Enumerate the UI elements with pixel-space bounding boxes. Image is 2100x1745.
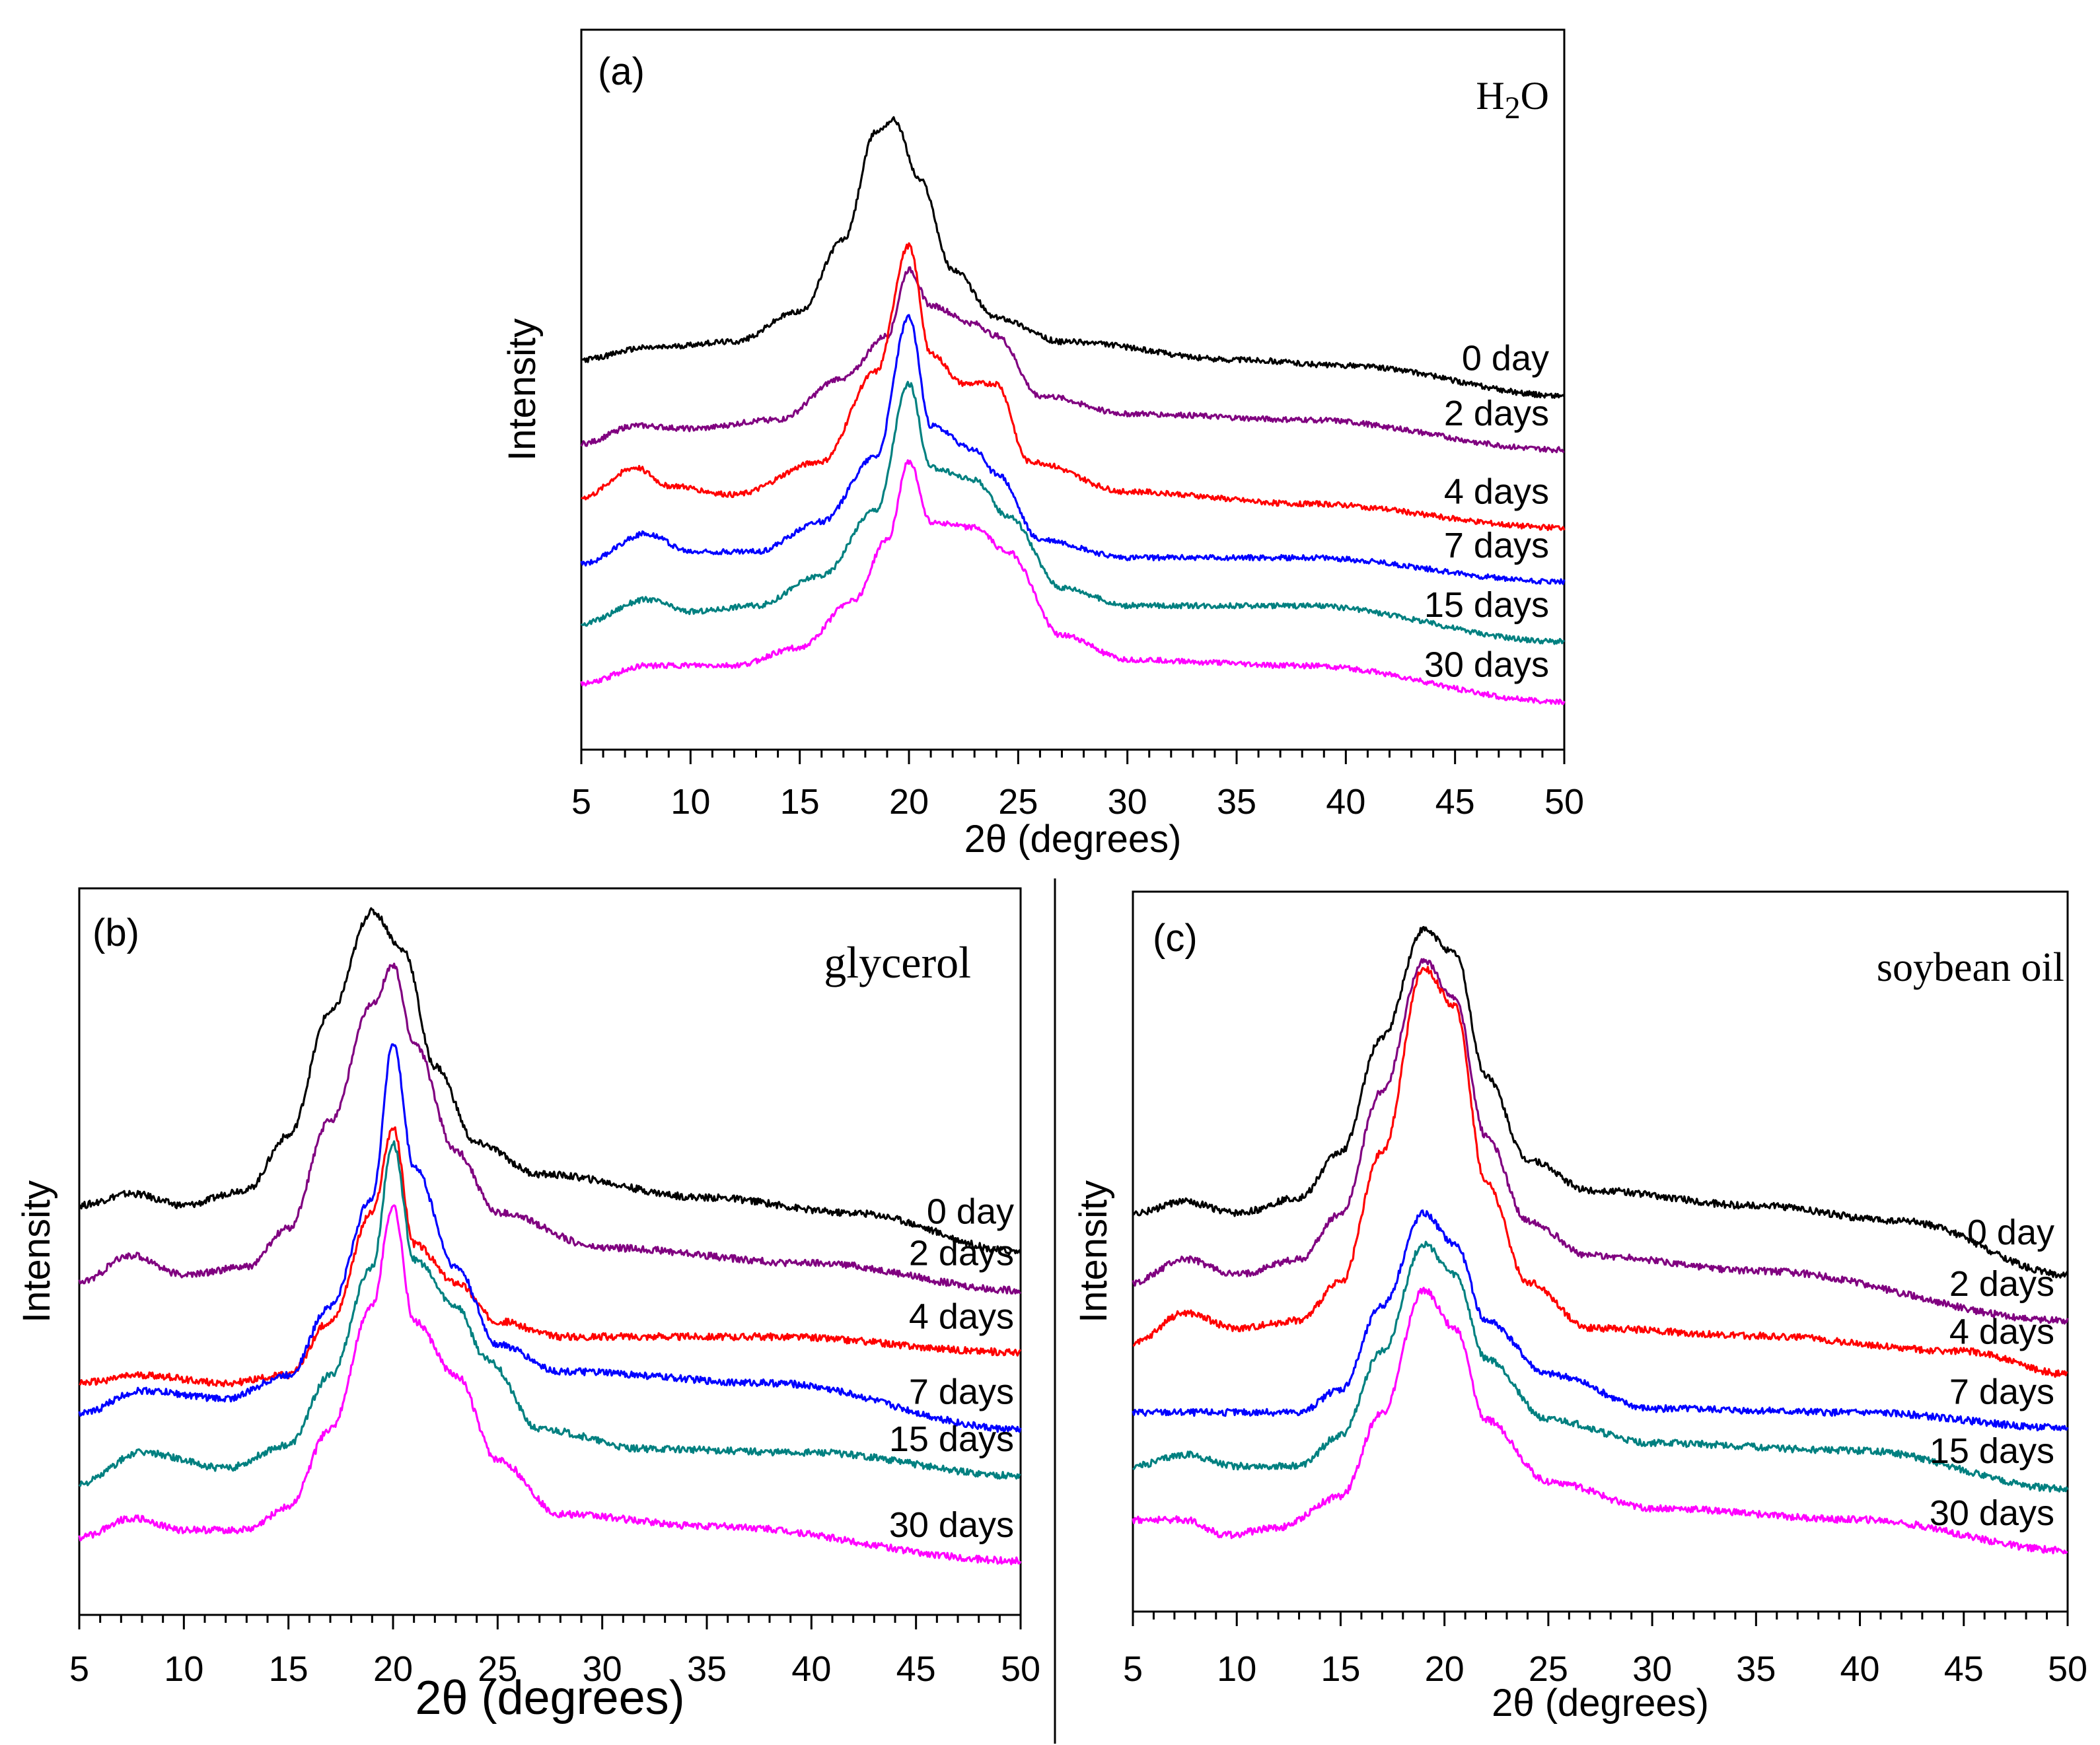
x-tick-label: 15 [269,1649,308,1689]
x-tick-label: 30 [1632,1649,1672,1689]
x-tick-label: 5 [69,1649,89,1689]
y-axis-label: Intensity [1072,1180,1115,1323]
series-line-15-days [580,380,1566,645]
x-tick-label: 40 [1840,1649,1880,1689]
panel-title: soybean oil [1877,945,2064,990]
x-tick-label: 25 [478,1649,517,1689]
x-tick-label: 50 [1544,782,1584,822]
series-label: 4 days [1444,472,1549,511]
series-line-30-days [78,1204,1022,1565]
panel-title: glycerol [824,937,971,987]
x-tick-label: 40 [791,1649,831,1689]
y-axis-label: Intensity [501,318,544,461]
x-tick-label: 45 [1435,782,1475,822]
x-axis-label: 2θ (degrees) [1492,1682,1709,1725]
series-label: 0 day [1462,339,1549,378]
x-tick-label: 35 [1736,1649,1776,1689]
series-label: 30 days [889,1505,1014,1545]
series-label: 0 day [1967,1213,2054,1252]
x-tick-label: 10 [670,782,710,822]
series-line-30-days [1132,1287,2068,1555]
series-line-7-days [1132,1209,2069,1432]
series-label: 15 days [889,1419,1014,1459]
x-tick-label: 45 [1944,1649,1984,1689]
x-tick-label: 30 [583,1649,622,1689]
x-tick-label: 35 [1217,782,1256,822]
x-tick-label: 5 [1123,1649,1143,1689]
x-axis-label: 2θ (degrees) [964,818,1182,861]
series-label: 4 days [909,1297,1014,1337]
series-label: 2 days [909,1234,1014,1273]
series-label: 0 day [927,1192,1014,1231]
y-axis-label: Intensity [15,1180,58,1323]
x-tick-label: 25 [998,782,1038,822]
x-tick-label: 30 [1108,782,1147,822]
x-tick-label: 20 [889,782,929,822]
series-line-4-days [79,1126,1022,1388]
series-line-7-days [580,314,1566,585]
x-tick-label: 25 [1529,1649,1568,1689]
x-axis-label: 2θ (degrees) [415,1672,684,1725]
series-label: 7 days [1949,1372,2054,1411]
series-line-15-days [78,1140,1021,1487]
x-tick-label: 15 [1321,1649,1360,1689]
series-line-2-days [580,266,1565,454]
x-tick-label: 20 [373,1649,413,1689]
panel-label: (a) [598,50,645,93]
series-label: 7 days [909,1372,1014,1411]
series-line-4-days [1132,966,2068,1378]
x-tick-label: 15 [780,782,820,822]
x-tick-label: 5 [571,782,591,822]
x-tick-label: 50 [1001,1649,1040,1689]
x-tick-label: 20 [1425,1649,1465,1689]
panel-a-h2o-chart: 5 10 15 20 25 30 35 40 45 50 2θ (degrees) Intensity… [501,28,1584,861]
x-tick-label: 10 [1217,1649,1256,1689]
panel-label: (c) [1153,917,1198,960]
x-tick-label: 45 [896,1649,936,1689]
series-line-0-day [79,907,1022,1256]
panel-c-soybean-oil-chart: 5 10 15 20 25 30 35 40 45 50 2θ (degrees) Intensity… [1072,890,2087,1725]
panel-title: H2O [1476,74,1549,125]
x-tick-label: 35 [687,1649,727,1689]
series-label: 2 days [1444,394,1549,433]
series-line-4-days [581,242,1566,532]
series-label: 30 days [1930,1493,2054,1533]
plot-frame [580,28,1566,751]
panel-label: (b) [92,911,139,954]
plot-frame [1132,890,2069,1613]
x-tick-label: 50 [2048,1649,2087,1689]
x-tick-label: 10 [164,1649,203,1689]
series-line-15-days [1132,1240,2069,1493]
series-line-0-day [581,116,1566,399]
series-label: 15 days [1424,585,1549,625]
series-label: 15 days [1930,1431,2054,1471]
series-line-2-days [1132,958,2069,1325]
x-tick-label: 40 [1326,782,1365,822]
series-line-0-day [1132,925,2069,1279]
panel-b-glycerol-chart: 5 10 15 20 25 30 35 40 45 50 2θ (degrees) Intensity… [15,887,1040,1725]
series-label: 4 days [1949,1312,2054,1352]
series-label: 2 days [1949,1264,2054,1304]
series-line-30-days [580,459,1566,705]
series-label: 30 days [1424,645,1549,685]
series-line-7-days [78,1043,1022,1433]
series-line-2-days [78,962,1022,1295]
series-label: 7 days [1444,526,1549,565]
